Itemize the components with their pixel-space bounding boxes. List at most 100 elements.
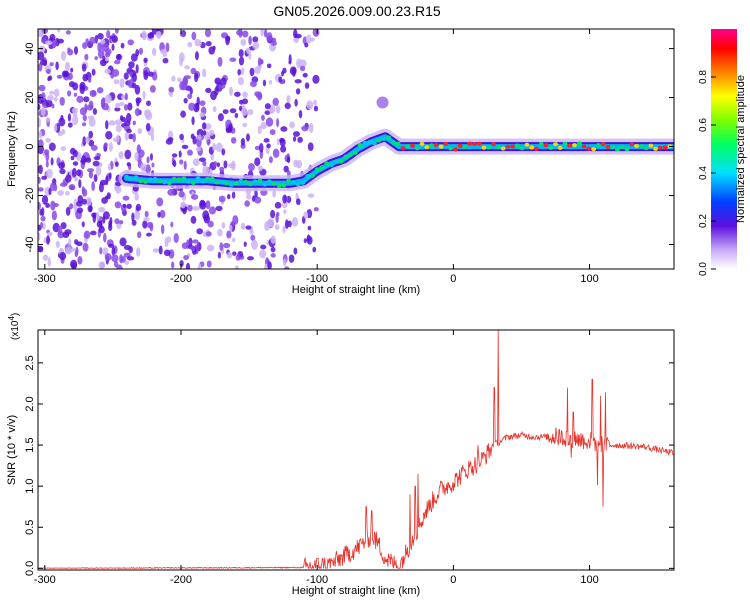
ridge-peak xyxy=(371,141,377,146)
x-tick-label: 0 xyxy=(450,273,456,285)
ridge-peak xyxy=(338,159,344,164)
noise-blob xyxy=(268,156,273,164)
noise-blob xyxy=(88,204,93,213)
noise-blob xyxy=(59,251,67,261)
noise-blob xyxy=(225,35,231,42)
noise-blob xyxy=(145,123,151,132)
ridge-peak xyxy=(414,146,420,151)
ridge-peak xyxy=(524,142,530,147)
noise-blob xyxy=(181,144,189,150)
noise-blob xyxy=(229,86,233,97)
noise-blob xyxy=(57,190,64,196)
x-tick-label: 0 xyxy=(450,574,456,586)
ridge-peak xyxy=(419,141,425,146)
ridge-peak xyxy=(662,145,668,150)
noise-blob xyxy=(99,246,103,255)
noise-blob xyxy=(202,165,210,175)
y-tick-label: -40 xyxy=(24,237,36,253)
noise-blob xyxy=(198,157,206,162)
noise-blob xyxy=(118,151,124,159)
noise-blob xyxy=(53,203,59,208)
ridge-peak xyxy=(219,180,225,185)
noise-blob xyxy=(40,107,46,117)
noise-blob xyxy=(260,244,267,250)
noise-blob xyxy=(278,76,283,83)
noise-blob xyxy=(184,65,190,70)
noise-blob xyxy=(219,242,224,251)
noise-blob xyxy=(240,67,245,76)
x-tick-label: -100 xyxy=(306,273,328,285)
noise-blob xyxy=(192,206,200,211)
noise-blob xyxy=(81,63,87,72)
x-tick-label: 100 xyxy=(580,574,598,586)
ridge-peak xyxy=(157,179,163,184)
ridge-peak xyxy=(386,135,392,140)
noise-blob xyxy=(85,38,89,44)
noise-blob xyxy=(105,52,111,58)
noise-blob xyxy=(202,130,207,136)
noise-blob xyxy=(282,194,288,204)
noise-blob xyxy=(208,46,215,55)
noise-blob xyxy=(254,145,261,151)
noise-blob xyxy=(91,144,98,151)
ridge-peak xyxy=(586,146,592,151)
noise-blob xyxy=(82,73,89,82)
noise-blob xyxy=(299,65,306,72)
noise-blob xyxy=(81,122,87,127)
noise-blob xyxy=(167,137,174,142)
noise-blob xyxy=(208,129,215,136)
noise-blob xyxy=(240,222,246,230)
ridge-peak xyxy=(286,178,291,183)
noise-blob xyxy=(232,251,237,256)
noise-blob xyxy=(47,76,51,82)
noise-blob xyxy=(226,230,232,239)
ridge-peak xyxy=(319,165,325,170)
noise-blob xyxy=(283,209,287,215)
noise-blob xyxy=(282,225,286,234)
noise-blob xyxy=(204,29,212,38)
ridge-peak xyxy=(238,178,244,183)
noise-blob xyxy=(136,144,141,154)
noise-blob xyxy=(104,253,112,262)
noise-blob xyxy=(134,192,139,201)
noise-blob xyxy=(105,131,113,140)
colorbar: 0.0 0.2 0.4 0.6 0.8 Normalized spectral ampl… xyxy=(698,29,747,276)
noise-blob xyxy=(283,165,289,173)
ridge-peak xyxy=(500,146,506,151)
noise-blob xyxy=(190,245,196,251)
noise-blob xyxy=(81,155,87,165)
noise-blob xyxy=(160,224,165,235)
noise-blob xyxy=(127,102,133,111)
noise-blob xyxy=(110,73,114,79)
y-tick-label: 0 xyxy=(24,143,36,149)
noise-blob xyxy=(91,181,96,192)
noise-blob xyxy=(279,137,284,143)
ridge-peak xyxy=(224,181,230,186)
noise-blob xyxy=(142,90,146,100)
ridge-peak xyxy=(534,146,539,151)
noise-blob xyxy=(56,74,63,79)
noise-blob xyxy=(108,243,115,248)
ridge-peak xyxy=(162,180,168,185)
ridge-peak xyxy=(619,144,625,149)
colorbar-tick-label: 0.8 xyxy=(698,70,709,84)
noise-blob xyxy=(38,245,43,252)
noise-blob xyxy=(288,254,295,263)
noise-blob xyxy=(38,187,44,192)
colorbar-tick-label: 0.6 xyxy=(698,118,709,132)
noise-blob xyxy=(57,38,64,44)
noise-blob xyxy=(97,49,105,59)
ridge-peak xyxy=(624,147,630,152)
noise-blob xyxy=(192,135,197,145)
noise-blob xyxy=(149,85,156,93)
noise-blob xyxy=(264,103,271,110)
noise-blob xyxy=(46,95,54,101)
noise-blob xyxy=(99,220,103,229)
noise-blob xyxy=(104,56,109,62)
ridge-peak xyxy=(281,183,287,188)
y-tick-label: -20 xyxy=(24,188,36,204)
ridge-peak xyxy=(629,142,635,147)
noise-blob xyxy=(295,198,301,206)
noise-blob xyxy=(307,142,314,152)
ridge-peak xyxy=(543,143,549,148)
